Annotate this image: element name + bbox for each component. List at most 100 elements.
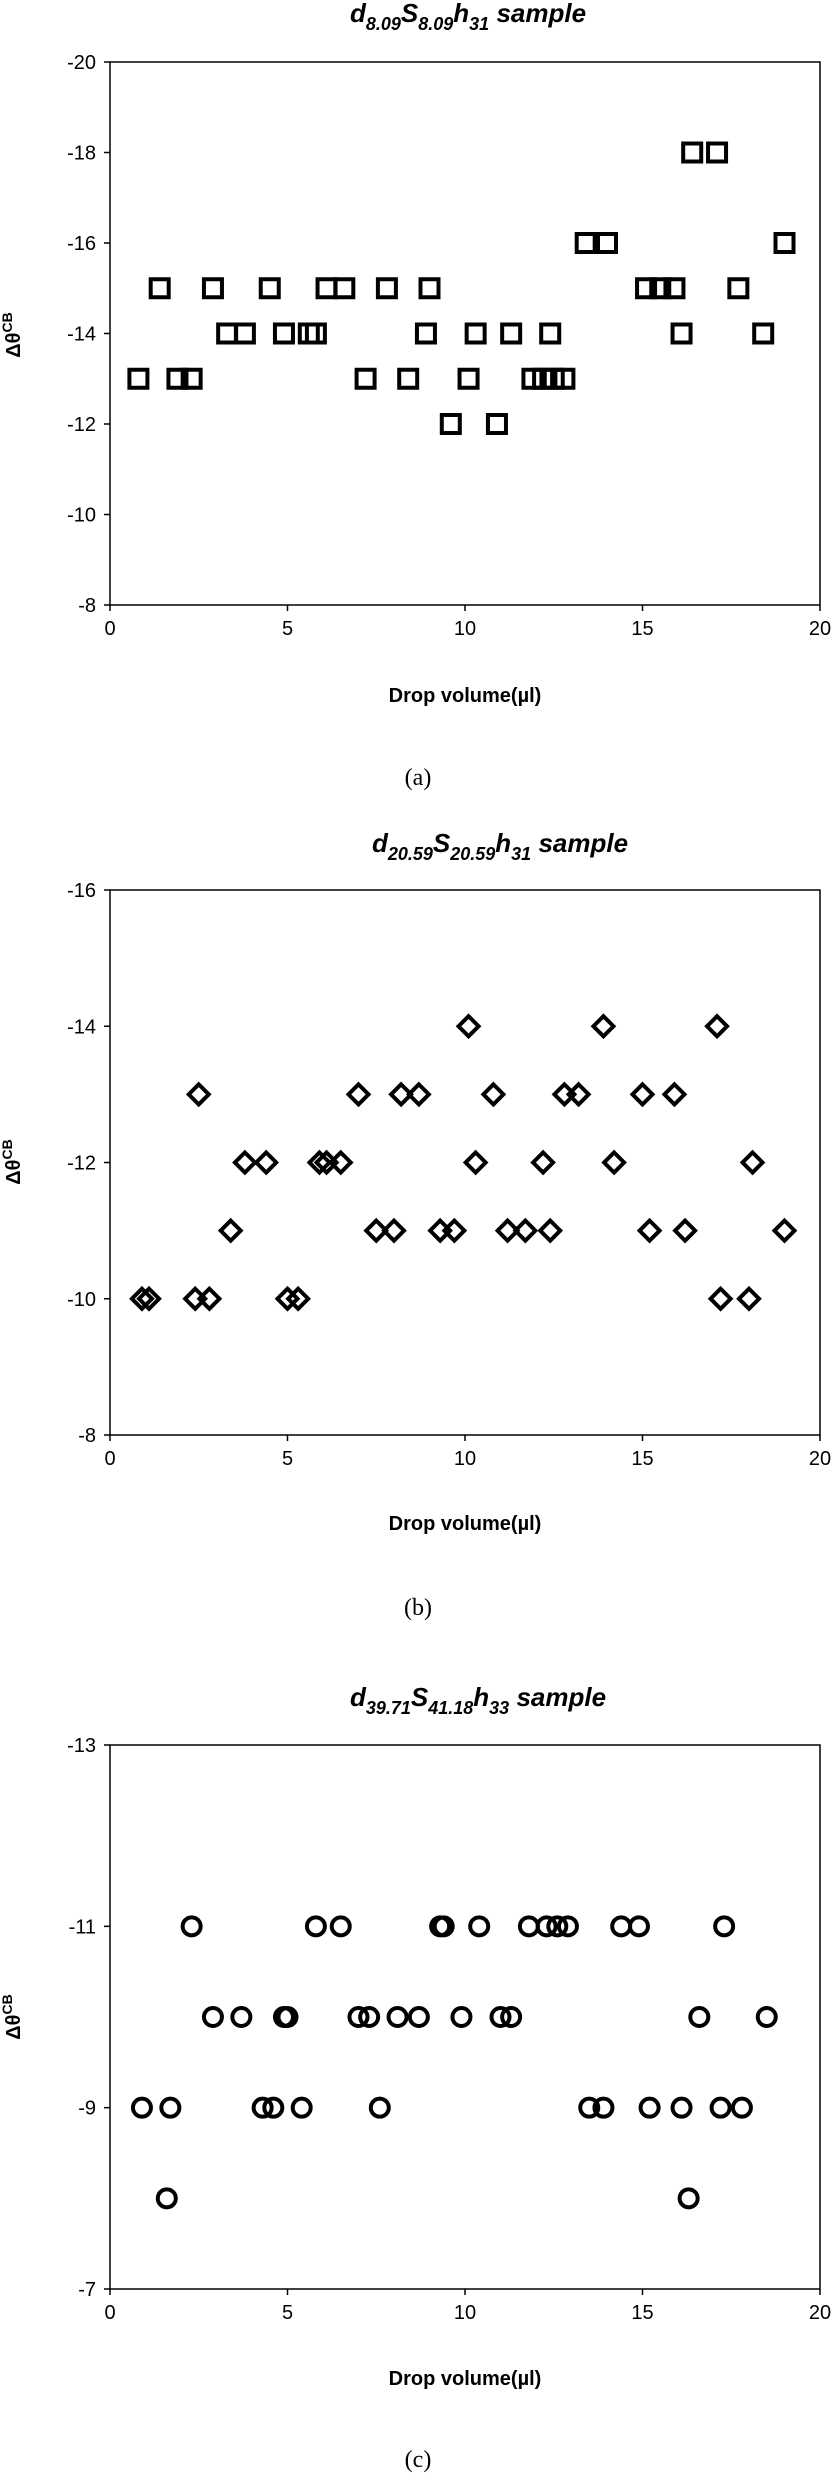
chart-b-y-tick-label: -16	[67, 880, 96, 902]
chart-a-y-tick-label: -20	[67, 52, 96, 74]
chart-c-title: d39.71S41.18h33 sample	[350, 1682, 606, 1718]
chart-b-caption: (b)	[404, 1595, 432, 1621]
chart-b-data-point	[565, 1081, 592, 1108]
chart-a-title: d8.09S8.09h31 sample	[350, 0, 586, 34]
chart-a-data-point	[457, 367, 480, 390]
chart-c-data-point	[368, 2096, 391, 2119]
chart-a-data-point	[127, 367, 150, 390]
chart-a-data-point	[233, 322, 256, 345]
chart-a-y-tick-label: -8	[78, 595, 96, 617]
chart-c-data-point	[610, 1915, 633, 1938]
chart-a-y-tick-label: -14	[67, 324, 96, 346]
chart-a-data-point	[439, 413, 462, 435]
chart-c-data-point	[713, 1915, 736, 1938]
chart-c-data-point	[432, 1915, 455, 1938]
chart-c-data-point	[468, 1915, 491, 1938]
chart-c: d39.71S41.18h33 sample 0 5 10 15 20 -13 -11 -9 -…	[0, 1682, 831, 2473]
chart-c-data-point	[130, 2096, 153, 2119]
chart-c-data-point	[517, 1915, 540, 1938]
chart-a-data-point	[649, 277, 672, 300]
chart-b-data-point	[739, 1149, 766, 1176]
chart-a-data-point	[773, 232, 796, 254]
chart-a-data-point	[397, 367, 420, 390]
chart-b-data-point	[494, 1217, 521, 1244]
chart-c-data-point	[180, 1915, 203, 1938]
chart-b-data-point	[480, 1081, 507, 1108]
chart-b-data-point	[736, 1285, 762, 1312]
chart-b: d20.59S20.59h31 sample 0 5 10 15 20 -16 -14 -12…	[0, 828, 831, 1621]
chart-c-x-tick-label: 10	[454, 2302, 476, 2324]
chart-a-data-point	[201, 277, 224, 300]
chart-b-ticks: 0 5 10 15 20 -16 -14 -12 -10 -8	[67, 880, 831, 1470]
chart-a-data-point	[375, 277, 398, 300]
chart-a-data-point	[539, 322, 562, 345]
chart-a-data-point	[333, 277, 356, 300]
chart-a-x-tick-label: 15	[631, 618, 653, 640]
chart-b-data-point	[707, 1285, 734, 1312]
chart-c-y-tick-label: -13	[67, 1735, 96, 1757]
chart-b-data-point	[771, 1217, 798, 1244]
chart-a-data-point	[727, 277, 750, 300]
chart-c-data-point	[276, 2006, 299, 2028]
chart-b-points	[129, 1013, 798, 1312]
chart-a-x-tick-label: 10	[454, 618, 476, 640]
chart-b-data-point	[381, 1217, 407, 1244]
chart-a-ticks: 0 5 10 15 20 -20 -18 -16 -14 -12 -10 -8	[67, 52, 831, 640]
chart-c-caption: (c)	[405, 2447, 432, 2473]
chart-b-data-point	[636, 1217, 663, 1244]
chart-a-data-point	[414, 322, 437, 345]
chart-a-data-point	[485, 413, 508, 435]
chart-b-data-point	[455, 1013, 482, 1040]
chart-b-data-point	[661, 1081, 688, 1108]
chart-a-y-axis-label: ΔθCB	[0, 312, 25, 357]
chart-c-x-tick-label: 15	[631, 2302, 653, 2324]
chart-a: d8.09S8.09h31 sample 0 5 10 15 20 -20 -18 -16 -1…	[0, 0, 831, 791]
chart-c-data-point	[578, 2096, 601, 2119]
chart-b-data-point	[285, 1285, 311, 1312]
chart-c-y-tick-label: -11	[69, 1916, 96, 1938]
chart-b-x-tick-label: 10	[454, 1448, 476, 1470]
chart-c-data-point	[730, 2096, 753, 2119]
chart-a-data-point	[180, 367, 203, 390]
chart-b-data-point	[629, 1081, 656, 1108]
chart-a-x-tick-label: 5	[282, 618, 293, 640]
chart-c-points	[130, 1915, 778, 2210]
chart-c-x-tick-label: 5	[282, 2302, 293, 2324]
chart-b-y-tick-label: -8	[78, 1425, 96, 1447]
chart-c-y-tick-label: -7	[78, 2279, 96, 2301]
chart-a-points	[127, 141, 796, 435]
chart-a-y-tick-label: -10	[67, 505, 96, 527]
chart-b-data-point	[704, 1013, 730, 1040]
chart-b-data-point	[306, 1149, 333, 1176]
chart-c-data-point	[386, 2006, 409, 2028]
chart-a-x-tick-label: 20	[809, 618, 831, 640]
chart-b-data-point	[363, 1217, 390, 1244]
chart-a-data-point	[258, 277, 281, 300]
chart-c-data-point	[262, 2096, 285, 2119]
chart-b-data-point	[530, 1149, 556, 1176]
chart-a-data-point	[166, 367, 189, 390]
chart-a-x-tick-label: 0	[104, 618, 115, 640]
chart-c-data-point	[627, 1915, 650, 1938]
chart-c-data-point	[677, 2187, 700, 2210]
chart-b-data-point	[512, 1217, 539, 1244]
chart-c-data-point	[201, 2006, 224, 2028]
chart-b-data-point	[345, 1081, 372, 1108]
chart-b-x-tick-label: 5	[282, 1448, 293, 1470]
chart-a-data-point	[304, 322, 327, 345]
chart-c-data-point	[489, 2006, 512, 2028]
chart-b-data-point	[672, 1217, 698, 1244]
chart-c-data-point	[155, 2187, 178, 2210]
chart-c-data-point	[450, 2006, 473, 2028]
chart-b-data-point	[327, 1149, 354, 1176]
chart-b-data-point	[253, 1149, 280, 1176]
chart-b-y-tick-label: -10	[67, 1289, 96, 1311]
chart-b-data-point	[196, 1285, 223, 1312]
chart-a-data-point	[216, 322, 239, 345]
chart-c-data-point	[290, 2096, 313, 2119]
chart-b-y-axis-label: ΔθCB	[0, 1139, 25, 1184]
chart-b-x-tick-label: 0	[104, 1448, 115, 1470]
chart-b-data-point	[406, 1081, 432, 1108]
chart-b-data-point	[590, 1013, 617, 1040]
